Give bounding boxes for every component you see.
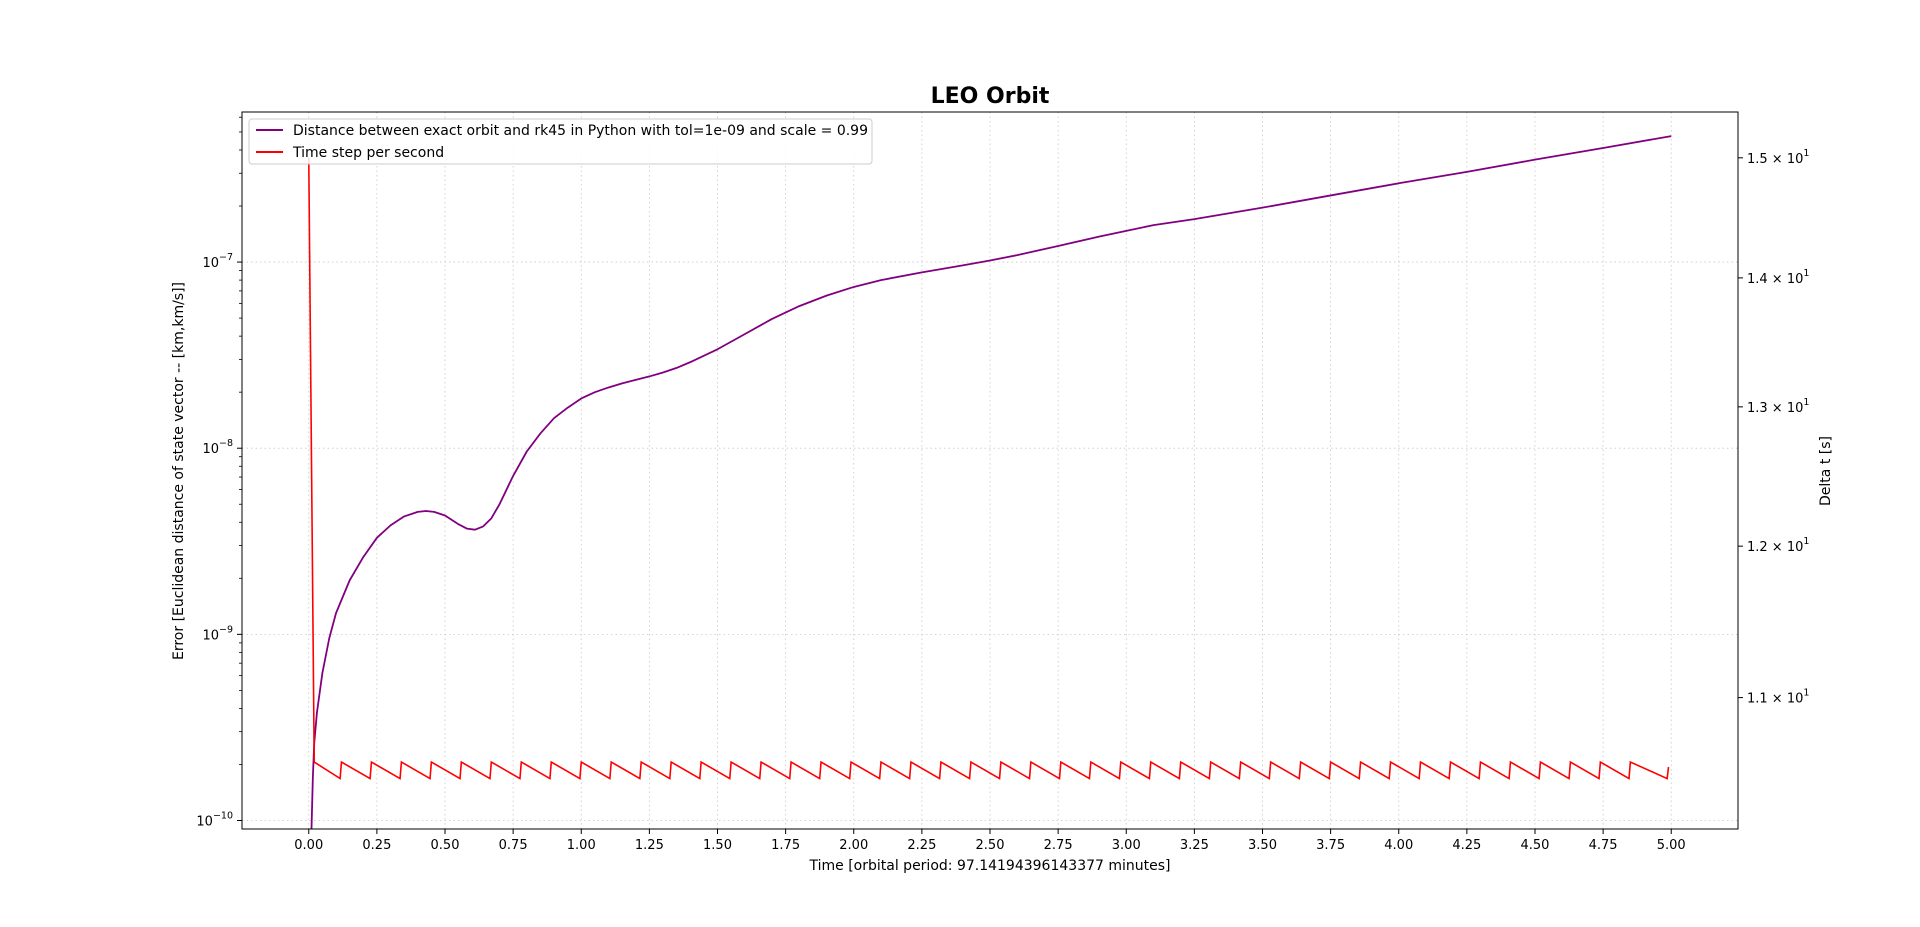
x-tick-label: 0.75: [499, 838, 528, 853]
x-tick-label: 1.25: [635, 838, 664, 853]
legend: Distance between exact orbit and rk45 in…: [248, 118, 873, 165]
x-axis-ticks: 0.00 0.25 0.50 0.75 1.00 1.25 1.50 1.75 2.00 2.25…: [294, 829, 1686, 853]
x-tick-label: 3.25: [1180, 838, 1209, 853]
x-tick-label: 0.25: [362, 838, 391, 853]
x-axis-label: Time [orbital period: 97.14194396143377 …: [809, 858, 1171, 874]
right-y-tick-label: 1.4 × 101: [1747, 268, 1809, 287]
legend-box: [248, 118, 873, 165]
right-y-tick-label: 1.3 × 101: [1747, 397, 1809, 416]
left-y-tick-label: 10−9: [202, 624, 233, 643]
x-tick-label: 3.00: [1112, 838, 1141, 853]
x-tick-label: 0.00: [294, 838, 323, 853]
right-y-tick-label: 1.5 × 101: [1747, 148, 1809, 167]
series-layer: [307, 135, 1672, 829]
left-y-tick-label: 10−7: [202, 252, 233, 271]
x-tick-label: 3.50: [1248, 838, 1277, 853]
series-line-distance: [310, 135, 1672, 829]
right-y-tick-label: 1.1 × 101: [1747, 688, 1809, 707]
x-tick-label: 2.00: [839, 838, 868, 853]
x-tick-label: 4.25: [1452, 838, 1481, 853]
x-tick-label: 3.75: [1316, 838, 1345, 853]
x-tick-label: 2.50: [976, 838, 1005, 853]
x-tick-label: 4.00: [1384, 838, 1413, 853]
x-tick-label: 4.50: [1521, 838, 1550, 853]
legend-label-distance: Distance between exact orbit and rk45 in…: [293, 123, 868, 139]
x-tick-label: 2.75: [1044, 838, 1073, 853]
x-tick-label: 1.00: [567, 838, 596, 853]
x-tick-label: 5.00: [1657, 838, 1686, 853]
plot-frame: [241, 111, 1739, 830]
right-y-axis-ticks: 1.1 × 101 1.2 × 101 1.3 × 101 1.4 × 101 1.5 …: [1738, 148, 1809, 707]
series-line-timestep: [307, 157, 1670, 780]
left-y-axis-label: Error [Euclidean distance of state vecto…: [171, 282, 187, 660]
legend-label-timestep: Time step per second: [292, 145, 444, 161]
x-tick-label: 1.50: [703, 838, 732, 853]
x-tick-label: 1.75: [771, 838, 800, 853]
left-y-axis-ticks: 10−10 10−9 10−8 10−7: [196, 116, 242, 829]
x-tick-label: 4.75: [1589, 838, 1618, 853]
left-y-tick-label: 10−8: [202, 438, 233, 457]
chart-title: LEO Orbit: [931, 84, 1050, 109]
x-tick-label: 2.25: [907, 838, 936, 853]
left-y-tick-label: 10−10: [196, 810, 233, 829]
right-y-tick-label: 1.2 × 101: [1747, 536, 1809, 555]
grid-lines: [242, 112, 1738, 829]
right-y-axis-label: Delta t [s]: [1818, 436, 1834, 506]
x-tick-label: 0.50: [431, 838, 460, 853]
